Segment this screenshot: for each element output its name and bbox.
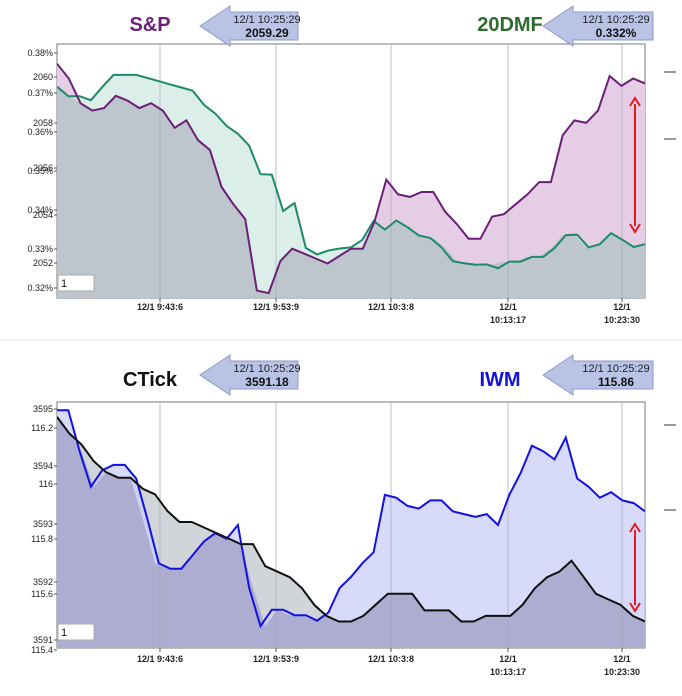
callout-arrow-shape: [542, 354, 654, 396]
y-tick-label: 116.2: [31, 423, 53, 433]
range-arrow-head-top: [629, 96, 641, 107]
x-tick-label: 12/1: [613, 654, 631, 664]
y-tick-label: 3592: [33, 577, 53, 587]
y-tick-label: 2056: [33, 163, 53, 173]
y-tick-label: 2060: [33, 72, 53, 82]
y-tick-label: 115.6: [31, 589, 53, 599]
callout-time: 12/1 10:25:29: [582, 14, 649, 26]
x-tick-label: 12/1 9:53:9: [253, 654, 299, 664]
callout-value: 3591.18: [245, 375, 289, 389]
callout-time: 12/1 10:25:29: [233, 363, 300, 375]
x-tick-label: 12/1 9:53:9: [253, 302, 299, 312]
callout-arrow-shape: [542, 5, 654, 47]
area-overlap: [57, 416, 645, 648]
y-tick-label: 0.37%: [27, 88, 53, 98]
x-tick-label: 10:13:17: [490, 315, 526, 325]
callout-time: 12/1 10:25:29: [233, 14, 300, 26]
y-tick-label: 0.34%: [27, 205, 53, 215]
y-tick-label: 3594: [33, 461, 53, 471]
chart-panel-2: 3595116.235941163593115.83592115.6359111…: [31, 354, 676, 677]
range-arrow-head-bottom: [629, 223, 641, 234]
series-title-right: 20DMF: [477, 14, 543, 36]
x-tick-label: 12/1 9:43:6: [137, 302, 183, 312]
x-tick-label: 12/1: [499, 654, 517, 664]
x-tick-label: 12/1 9:43:6: [137, 654, 183, 664]
area-overlap: [57, 86, 645, 298]
area-group: [57, 402, 645, 648]
callout-right: 12/1 10:25:290.332%: [542, 5, 654, 47]
period-input-value: 1: [61, 627, 67, 639]
area-group: [57, 44, 645, 298]
y-tick-label: 116: [39, 479, 53, 489]
period-input[interactable]: [57, 274, 95, 292]
series-title-right: IWM: [479, 369, 520, 391]
x-tick-label: 12/1 10:3:8: [368, 654, 414, 664]
y-tick-label: 115.8: [31, 534, 53, 544]
y-tick-label: 0.35%: [27, 166, 53, 176]
callout-arrow-shape: [199, 354, 299, 396]
y-tick-label: 0.32%: [27, 283, 53, 293]
y-tick-label: 2054: [33, 210, 53, 220]
period-input[interactable]: [57, 623, 95, 641]
x-tick-label: 12/1: [613, 302, 631, 312]
line-ctick: [57, 416, 645, 623]
callout-time: 12/1 10:25:29: [582, 363, 649, 375]
y-tick-label: 0.33%: [27, 244, 53, 254]
line-s-p: [57, 63, 645, 295]
line-iwm: [57, 409, 645, 629]
range-arrow-head-bottom: [629, 602, 641, 613]
callout-value: 0.332%: [596, 26, 637, 40]
x-tick-label: 10:23:30: [604, 667, 640, 677]
x-tick-label: 12/1: [499, 302, 517, 312]
series-title-left: S&P: [129, 14, 170, 36]
y-tick-label: 3595: [33, 404, 53, 414]
range-arrow-head-top: [629, 522, 641, 533]
period-input-value: 1: [61, 278, 67, 290]
callout-value: 115.86: [598, 375, 634, 389]
y-tick-label: 3591: [33, 635, 53, 645]
series-title-left: CTick: [123, 369, 178, 391]
callout-value: 2059.29: [245, 26, 289, 40]
y-tick-label: 115.4: [31, 645, 53, 655]
callout-arrow-shape: [199, 5, 299, 47]
y-tick-label: 0.36%: [27, 127, 53, 137]
y-tick-label: 2052: [33, 258, 53, 268]
x-tick-label: 12/1 10:3:8: [368, 302, 414, 312]
line-20dmf: [57, 73, 645, 270]
x-tick-label: 10:23:30: [604, 315, 640, 325]
y-tick-label: 0.38%: [27, 48, 53, 58]
y-tick-label: 2058: [33, 118, 53, 128]
y-tick-label: 3593: [33, 519, 53, 529]
x-tick-label: 10:13:17: [490, 667, 526, 677]
chart-panel-1: 0.38%20600.37%20580.36%20560.35%0.34%205…: [27, 5, 676, 325]
